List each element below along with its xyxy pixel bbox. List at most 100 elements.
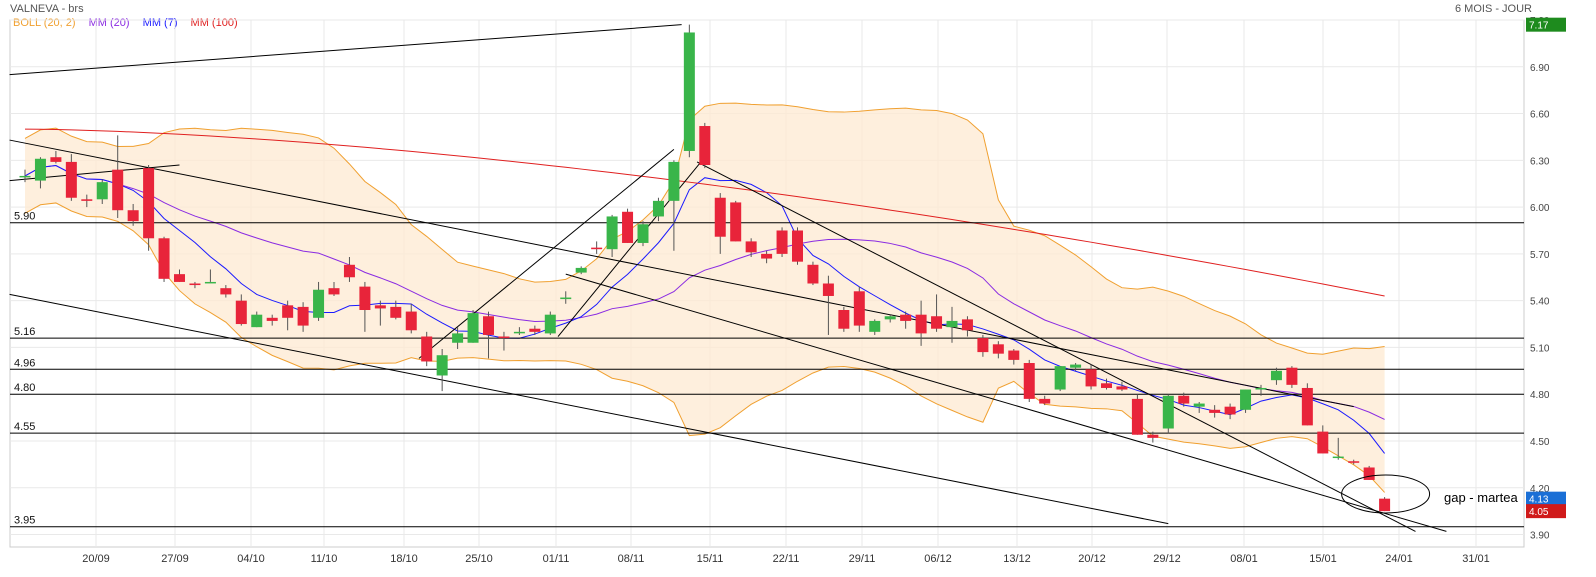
candle-body	[143, 168, 155, 239]
x-tick-label: 24/01	[1385, 553, 1413, 565]
y-tick-label: 6.90	[1530, 63, 1550, 74]
trendline	[9, 139, 1354, 408]
gap-annotation: gap - martea	[1444, 490, 1518, 505]
candle-body	[961, 319, 973, 331]
x-tick-label: 11/10	[311, 553, 338, 565]
candle-body	[622, 211, 634, 243]
candle-body	[513, 331, 525, 334]
x-tick-label: 20/12	[1078, 553, 1106, 565]
candle-body	[1255, 387, 1267, 390]
candle-body	[390, 306, 402, 318]
candle-body	[853, 291, 865, 326]
candle-body	[220, 288, 232, 295]
mm7-line	[24, 165, 1385, 454]
candle-body	[374, 305, 386, 309]
candle-body	[1116, 386, 1128, 390]
candle-body	[189, 283, 201, 286]
x-tick-label: 04/10	[237, 553, 265, 565]
x-tick-label: 31/01	[1462, 553, 1490, 565]
y-tick-label: 6.00	[1530, 203, 1550, 214]
candle-body	[1286, 367, 1298, 385]
y-tick-label: 4.80	[1530, 390, 1550, 401]
candle-body	[1363, 467, 1375, 480]
candle-body	[96, 182, 108, 200]
mm100-line	[24, 128, 1385, 297]
candle-body	[452, 333, 464, 343]
bollinger-upper	[24, 102, 1385, 355]
candle-body	[282, 305, 294, 318]
candle-body	[235, 300, 247, 325]
trendline	[9, 293, 1169, 525]
candle-body	[900, 314, 912, 321]
candle-body	[869, 320, 881, 332]
candle-body	[1224, 406, 1236, 415]
candle-body	[467, 313, 479, 343]
candle-body	[560, 297, 572, 300]
x-tick-label: 01/11	[543, 553, 570, 565]
trendline	[557, 156, 706, 337]
price-badge	[1526, 17, 1566, 32]
candle-body	[313, 289, 325, 318]
candle-body	[343, 264, 355, 278]
candle-body	[297, 306, 309, 326]
level-label: 3.95	[14, 515, 35, 527]
x-tick-label: 22/11	[773, 553, 800, 565]
candle-body	[714, 197, 726, 237]
price-badge	[1526, 504, 1566, 519]
candle-body	[776, 230, 788, 254]
candle-body	[1101, 383, 1112, 388]
candle-body	[405, 311, 417, 331]
level-label: 5.16	[14, 326, 35, 338]
chart-period: 6 MOIS - JOUR	[1455, 3, 1533, 15]
candle-body	[359, 286, 371, 311]
candle-body	[421, 336, 433, 362]
candle-body	[204, 281, 216, 284]
trendline	[9, 24, 682, 76]
candle-body	[436, 355, 448, 376]
x-tick-label: 25/10	[465, 553, 493, 565]
candle-body	[606, 216, 618, 250]
candle-body	[1379, 498, 1391, 512]
candle-body	[328, 288, 340, 295]
candle-body	[34, 158, 46, 181]
candle-body	[251, 314, 263, 328]
x-tick-label: 29/11	[849, 553, 876, 565]
candle-body	[1270, 370, 1282, 381]
candle-body	[1008, 350, 1020, 360]
candle-body	[1193, 403, 1205, 407]
candle-body	[668, 161, 680, 201]
x-tick-label: 20/09	[82, 553, 110, 565]
x-tick-label: 13/12	[1003, 553, 1031, 565]
candle-body	[992, 344, 1004, 354]
level-label: 4.55	[14, 421, 35, 433]
candle-body	[1147, 434, 1159, 438]
candle-body	[1317, 431, 1329, 454]
x-tick-label: 08/01	[1230, 553, 1258, 565]
candle-body	[1332, 456, 1344, 459]
x-tick-label: 29/12	[1153, 553, 1181, 565]
x-tick-label: 15/01	[1309, 553, 1337, 565]
candle-body	[174, 274, 185, 282]
candle-body	[112, 169, 124, 211]
candle-body	[1039, 398, 1051, 404]
x-tick-label: 18/10	[390, 553, 418, 565]
price-badge-label: 7.17	[1529, 21, 1549, 32]
candle-body	[1301, 387, 1313, 426]
price-badge-label: 4.13	[1529, 495, 1549, 506]
candle-body	[1023, 363, 1035, 399]
y-tick-label: 5.40	[1530, 297, 1550, 308]
candle-body	[977, 338, 989, 353]
level-label: 4.80	[14, 382, 35, 394]
candle-body	[807, 264, 819, 284]
candle-body	[1162, 395, 1174, 429]
candle-body	[1054, 366, 1066, 390]
y-tick-label: 6.30	[1530, 156, 1550, 167]
candle-body	[575, 267, 587, 273]
candle-body	[81, 199, 93, 201]
candle-body	[1240, 389, 1252, 410]
chart-title: VALNEVA - brs	[10, 3, 84, 15]
candle-body	[544, 314, 556, 334]
candle-body	[652, 200, 664, 217]
candle-body	[591, 247, 603, 250]
